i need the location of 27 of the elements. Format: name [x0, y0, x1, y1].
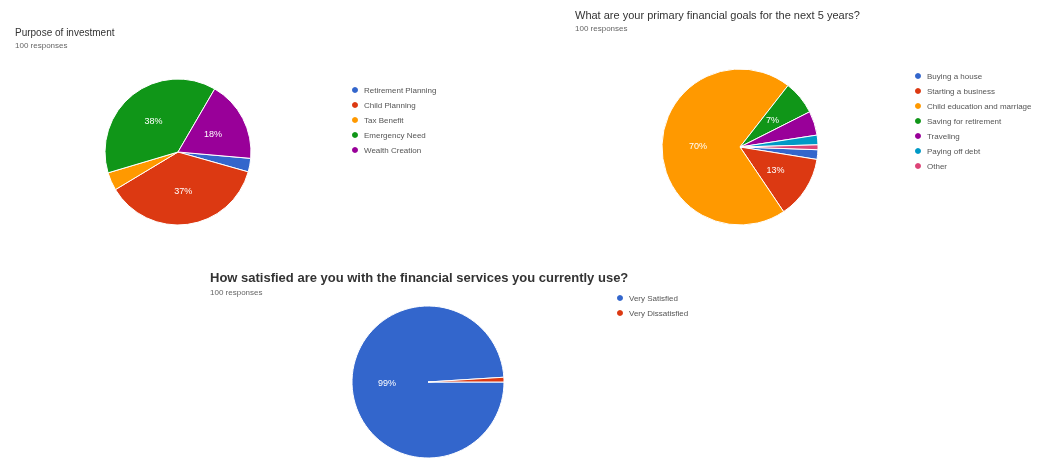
legend-label: Tax Benefit: [364, 115, 405, 125]
legend-label: Traveling: [927, 131, 960, 141]
legend-label: Other: [927, 161, 948, 171]
data-label: 38%: [144, 115, 163, 126]
legend-label: Starting a business: [927, 86, 996, 96]
legend-label: Retirement Planning: [364, 85, 437, 95]
legend-label: Buying a house: [927, 71, 983, 81]
data-label: 18%: [204, 128, 223, 139]
text: 100 responses: [210, 287, 263, 297]
chart-title: What are your primary financial goals for the next 5 years?: [575, 8, 860, 21]
data-label: 70%: [689, 140, 708, 151]
chart-subtitle: 100 responses: [575, 23, 628, 33]
chart-title: How satisfied are you with the financial services you currently use?: [210, 270, 629, 285]
chart-title: Purpose of investment: [15, 26, 115, 38]
legend-label: Child education and marriage: [927, 101, 1033, 111]
data-label: 13%: [766, 164, 785, 175]
legend-label: Very Satisfied: [629, 293, 678, 303]
data-label: 99%: [378, 378, 397, 389]
chart-subtitle: 100 responses: [15, 40, 68, 50]
data-label: 7%: [765, 115, 779, 126]
legend-label: Very Dissatisfied: [629, 308, 689, 318]
legend-label: Child Planning: [364, 100, 416, 110]
legend-label: Saving for retirement: [927, 116, 1003, 126]
legend-label: Paying off debt: [927, 146, 981, 156]
data-label: 37%: [174, 186, 193, 197]
legend-label: Emergency Need: [364, 130, 426, 140]
legend-label: Wealth Creation: [364, 145, 422, 155]
